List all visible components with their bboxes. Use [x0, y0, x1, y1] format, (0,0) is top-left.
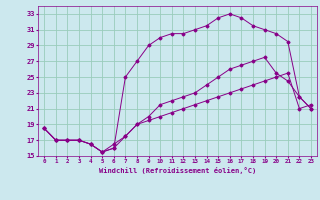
X-axis label: Windchill (Refroidissement éolien,°C): Windchill (Refroidissement éolien,°C): [99, 167, 256, 174]
